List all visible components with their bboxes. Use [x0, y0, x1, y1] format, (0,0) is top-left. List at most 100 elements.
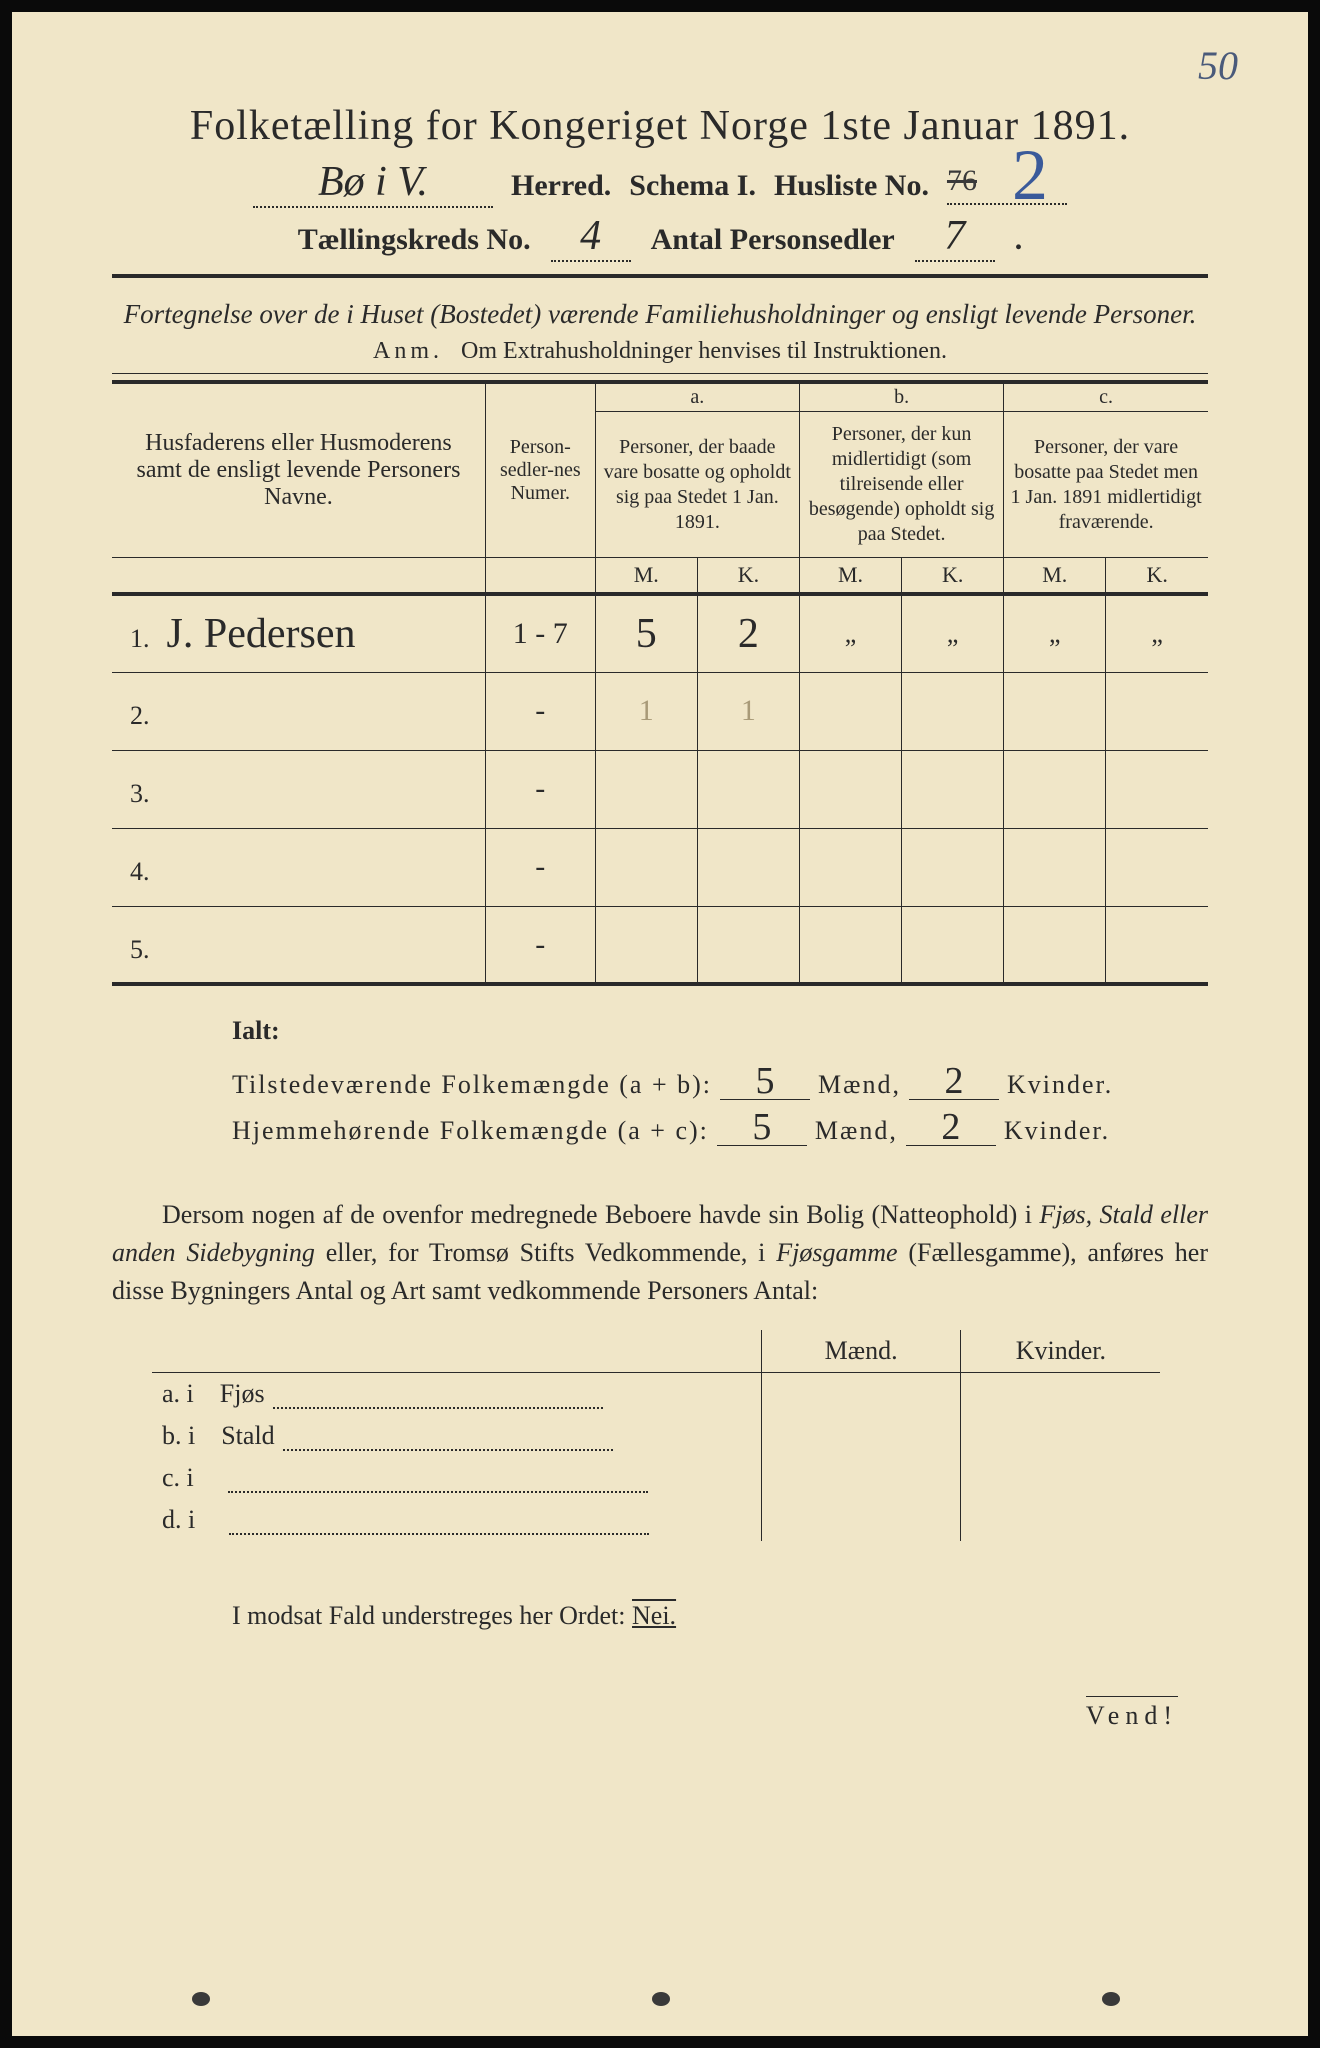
punch-hole-icon	[652, 1992, 670, 2006]
kreds-label: Tællingskreds No.	[298, 223, 531, 257]
table-row: 2. -11	[112, 672, 1208, 750]
buildings-table: Mænd. Kvinder. a. i Fjøsb. i Staldc. i d…	[152, 1330, 1160, 1541]
cell-bm	[799, 906, 901, 984]
cell-cm	[1004, 672, 1106, 750]
anm-line: Anm. Om Extrahusholdninger henvises til …	[112, 338, 1208, 365]
husliste-corrected: 2	[1012, 134, 1048, 217]
cell-num: 1 - 7	[485, 594, 595, 672]
bygn-kvinder-hdr: Kvinder.	[961, 1330, 1160, 1373]
cell-cm: „	[1004, 594, 1106, 672]
bygn-label: d. i	[152, 1499, 761, 1541]
ialt-block: Ialt: Tilstedeværende Folkemængde (a + b…	[232, 1016, 1208, 1146]
bygn-k	[961, 1372, 1160, 1415]
bygn-label: b. i Stald	[152, 1415, 761, 1457]
census-form-page: 50 Folketælling for Kongeriget Norge 1st…	[0, 0, 1320, 2048]
dersom-p2: eller, for Tromsø Stifts Vedkommende, i	[315, 1238, 776, 1267]
cell-cm	[1004, 828, 1106, 906]
ialt-title: Ialt:	[232, 1016, 1208, 1046]
cell-name: 1. J. Pedersen	[112, 594, 485, 672]
antal-dot: .	[1015, 223, 1023, 257]
punch-hole-icon	[1102, 1992, 1120, 2006]
vend-text: Vend!	[1086, 1696, 1178, 1730]
th-c-desc: Personer, der vare bosatte paa Stedet me…	[1004, 412, 1208, 558]
th-blank2	[485, 558, 595, 595]
cell-ak	[697, 750, 799, 828]
cell-bk	[902, 750, 1004, 828]
cell-bk: „	[902, 594, 1004, 672]
husliste-value-field: 76 2	[947, 169, 1067, 205]
th-ck: K.	[1106, 558, 1208, 595]
cell-ck: „	[1106, 594, 1208, 672]
bygn-row: a. i Fjøs	[152, 1372, 1160, 1415]
th-b-desc: Personer, der kun midlertidigt (som tilr…	[799, 412, 1003, 558]
ialt-ac-m: 5	[717, 1110, 807, 1145]
cell-num: -	[485, 828, 595, 906]
cell-name: 3.	[112, 750, 485, 828]
bygn-maend-hdr: Mænd.	[761, 1330, 960, 1373]
table-row: 1. J. Pedersen1 - 752„„„„	[112, 594, 1208, 672]
cell-cm	[1004, 906, 1106, 984]
ialt-kvinder-1: Kvinder.	[1007, 1070, 1113, 1100]
cell-name: 5.	[112, 906, 485, 984]
header-row-2: Tællingskreds No. 4 Antal Personsedler 7…	[112, 212, 1208, 262]
cell-cm	[1004, 750, 1106, 828]
cell-num: -	[485, 672, 595, 750]
th-bk: K.	[902, 558, 1004, 595]
husliste-crossed-out: 76	[947, 164, 977, 198]
rule-2	[112, 373, 1208, 374]
cell-ak	[697, 828, 799, 906]
ialt-row-ab: Tilstedeværende Folkemængde (a + b): 5 M…	[232, 1064, 1208, 1100]
ialt-maend-1: Mænd,	[818, 1070, 901, 1100]
modsat-nei: Nei.	[632, 1601, 676, 1630]
dersom-p1: Dersom nogen af de ovenfor medregnede Be…	[162, 1200, 1039, 1229]
fortegnelse-text: Fortegnelse over de i Huset (Bostedet) v…	[112, 296, 1208, 332]
dersom-it2: Fjøsgamme	[776, 1238, 897, 1267]
bygn-m	[761, 1457, 960, 1499]
dersom-paragraph: Dersom nogen af de ovenfor medregnede Be…	[112, 1196, 1208, 1309]
ialt-row-ac: Hjemmehørende Folkemængde (a + c): 5 Mæn…	[232, 1110, 1208, 1146]
punch-hole-icon	[192, 1992, 210, 2006]
rule-1	[112, 274, 1208, 278]
th-name: Husfaderens eller Husmoderens samt de en…	[112, 382, 485, 558]
cell-ck	[1106, 672, 1208, 750]
antal-value: 7	[915, 212, 995, 262]
table-row: 5. -	[112, 906, 1208, 984]
cell-bm	[799, 750, 901, 828]
bygn-m	[761, 1415, 960, 1457]
antal-label: Antal Personsedler	[651, 223, 895, 257]
ialt-maend-2: Mænd,	[815, 1116, 898, 1146]
th-ak: K.	[697, 558, 799, 595]
bygn-row: b. i Stald	[152, 1415, 1160, 1457]
cell-ak	[697, 906, 799, 984]
cell-ak: 1	[697, 672, 799, 750]
th-num: Person-sedler-nes Numer.	[485, 382, 595, 558]
cell-ck	[1106, 906, 1208, 984]
ialt-kvinder-2: Kvinder.	[1004, 1116, 1110, 1146]
table-row: 3. -	[112, 750, 1208, 828]
th-blank1	[112, 558, 485, 595]
cell-am: 5	[595, 594, 697, 672]
cell-ck	[1106, 828, 1208, 906]
vend-instruction: Vend!	[112, 1701, 1208, 1731]
household-table: Husfaderens eller Husmoderens samt de en…	[112, 380, 1208, 986]
cell-bm: „	[799, 594, 901, 672]
ialt-ab-m: 5	[720, 1064, 810, 1099]
th-cm: M.	[1004, 558, 1106, 595]
cell-name: 4.	[112, 828, 485, 906]
th-c-letter: c.	[1004, 382, 1208, 412]
cell-ak: 2	[697, 594, 799, 672]
cell-am: 1	[595, 672, 697, 750]
modsat-line: I modsat Fald understreges her Ordet: Ne…	[232, 1601, 1208, 1631]
ialt-ab-k: 2	[909, 1064, 999, 1099]
ialt-ab-label: Tilstedeværende Folkemængde (a + b):	[232, 1070, 712, 1100]
herred-value: Bø i V.	[253, 158, 493, 208]
anm-text: Om Extrahusholdninger henvises til Instr…	[461, 338, 947, 364]
bygn-k	[961, 1415, 1160, 1457]
th-a-desc: Personer, der baade vare bosatte og opho…	[595, 412, 799, 558]
bygn-m	[761, 1499, 960, 1541]
cell-bk	[902, 828, 1004, 906]
bygn-k	[961, 1499, 1160, 1541]
page-number-annotation: 50	[1198, 42, 1238, 89]
bygn-label: c. i	[152, 1457, 761, 1499]
cell-am	[595, 906, 697, 984]
